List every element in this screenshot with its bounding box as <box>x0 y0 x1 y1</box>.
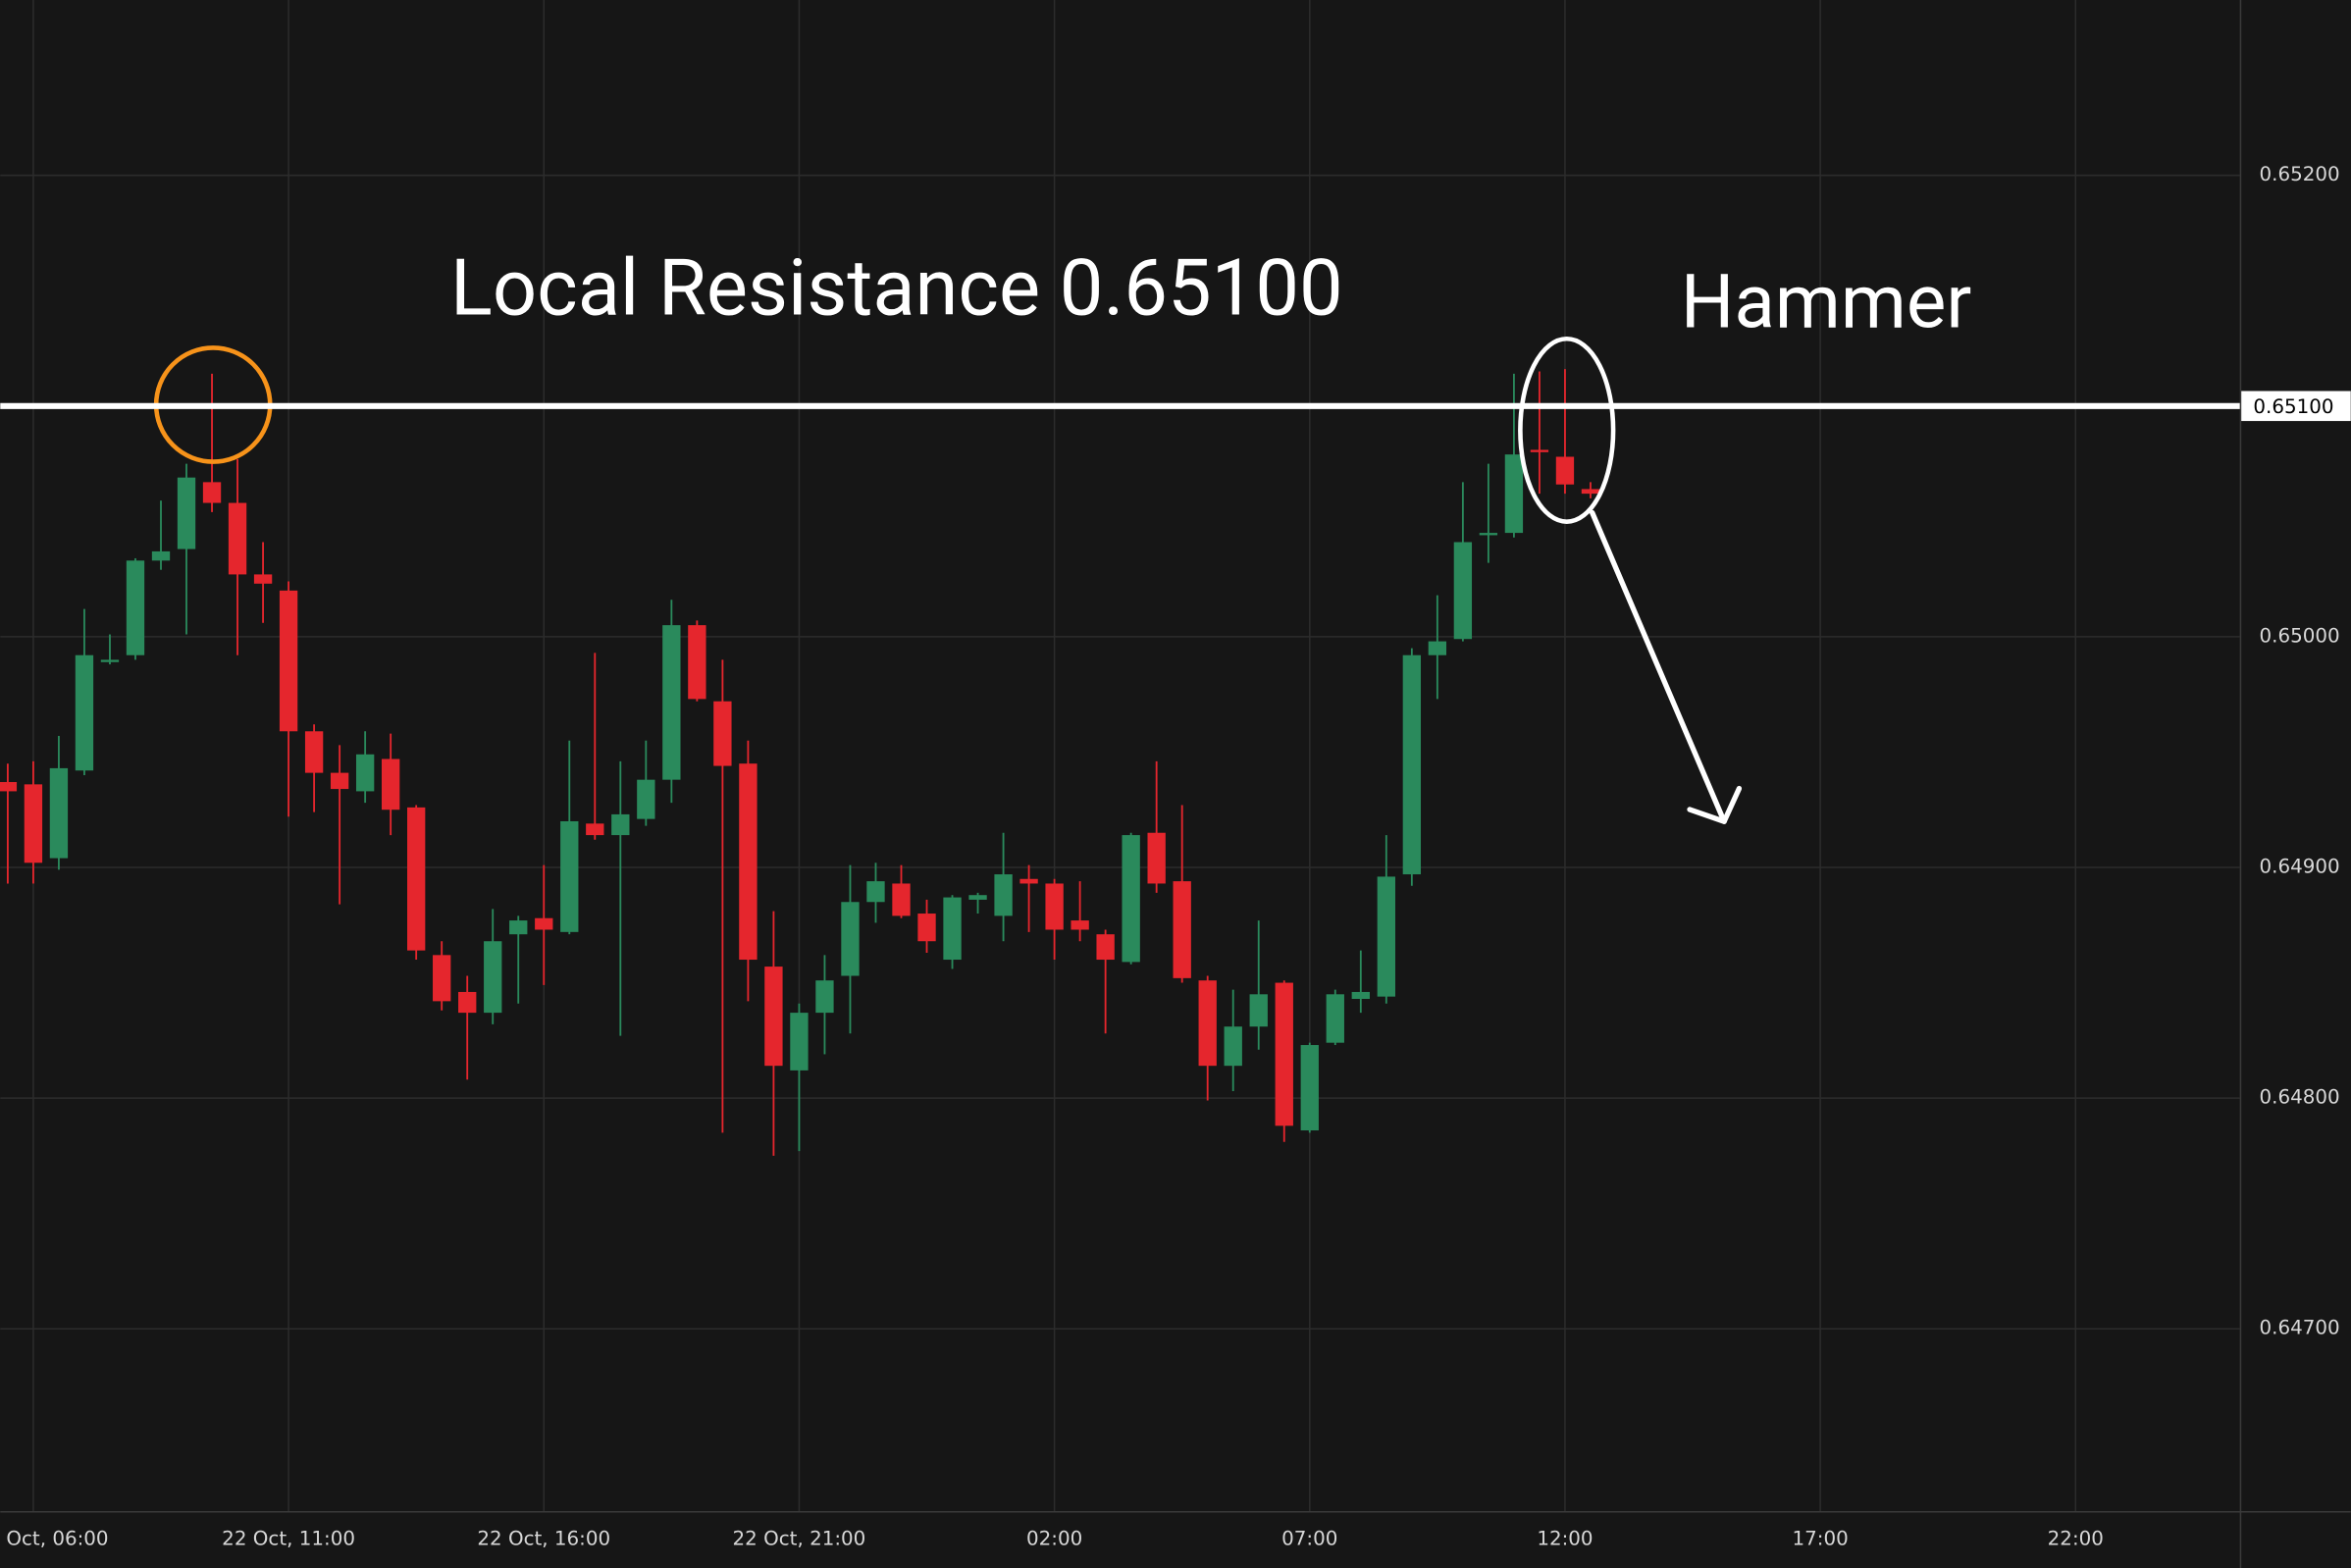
y-tick-label: 0.64900 <box>2260 855 2340 877</box>
x-tick-label: Oct, 06:00 <box>6 1527 108 1549</box>
candle-body <box>662 625 681 780</box>
x-tick-label: 12:00 <box>1537 1527 1593 1549</box>
candle-body <box>381 758 400 810</box>
candle-body <box>535 917 553 930</box>
candle-body <box>1045 883 1064 930</box>
candle-body <box>1249 994 1268 1027</box>
highlight-ellipse <box>1518 336 1616 524</box>
candle-body <box>228 502 247 575</box>
x-tick-label: 02:00 <box>1026 1527 1082 1549</box>
candle-body <box>1071 920 1089 930</box>
candle-body <box>253 574 273 584</box>
candle-body <box>790 1013 809 1071</box>
candle-body <box>1326 994 1344 1043</box>
candle-body <box>202 482 222 503</box>
candle-body <box>1428 641 1447 655</box>
candle-body <box>1504 454 1524 534</box>
x-tick-label: 22 Oct, 11:00 <box>222 1527 355 1549</box>
arrow-head <box>1687 785 1743 824</box>
axes: 0.64700 0.64800 0.64900 0.65000 0.65100 0.652… <box>6 163 2351 1549</box>
candle-body <box>739 763 758 961</box>
price-label: 0.65100 <box>2253 395 2333 418</box>
candle-body <box>126 560 145 655</box>
y-tick-label: 0.64800 <box>2260 1086 2340 1109</box>
candle-body <box>1147 832 1166 884</box>
annotation: Hammer <box>1681 257 1971 345</box>
candle-body <box>1530 449 1549 452</box>
candle-body <box>688 625 706 700</box>
candle-body <box>1453 542 1473 640</box>
annotation: Local Resistance 0.65100 <box>450 242 1343 334</box>
candle-body <box>1351 991 1370 1000</box>
x-tick-label: 22:00 <box>2048 1527 2104 1549</box>
candle-body <box>484 941 502 1014</box>
candle-body <box>1300 1045 1319 1131</box>
candle-body <box>1479 533 1498 536</box>
candle-body <box>433 955 451 1002</box>
candle-body <box>1377 876 1395 997</box>
candles <box>0 369 1600 1156</box>
candle-body <box>100 659 120 662</box>
overlay: Local Resistance 0.65100 Hammer <box>0 242 2240 824</box>
candle-body <box>968 895 987 900</box>
x-tick-label: 07:00 <box>1281 1527 1337 1549</box>
candle-body <box>24 784 43 863</box>
candle-body <box>841 902 860 976</box>
candle-body <box>279 590 298 732</box>
candle-body <box>1173 881 1191 978</box>
candle-body <box>1224 1026 1242 1067</box>
candle-body <box>304 731 324 773</box>
candle-body <box>892 883 911 916</box>
candle-body <box>1581 489 1600 495</box>
candle-body <box>1402 654 1422 875</box>
candle-body <box>866 881 885 903</box>
candle-body <box>1096 934 1115 961</box>
candle-body <box>943 897 962 961</box>
x-tick-label: 17:00 <box>1793 1527 1849 1549</box>
candle-body <box>355 754 375 792</box>
candle-body <box>151 550 171 561</box>
candle-body <box>1019 878 1038 884</box>
candle-body <box>764 967 783 1067</box>
y-tick-label: 0.65000 <box>2260 624 2340 647</box>
arrow-shaft <box>1590 509 1727 824</box>
candle-body <box>560 820 579 932</box>
candle-body <box>815 980 834 1014</box>
candle-body <box>1275 982 1293 1126</box>
candle-body <box>586 823 604 836</box>
candle-body <box>917 914 936 942</box>
x-tick-label: 22 Oct, 16:00 <box>477 1527 610 1549</box>
candle-body <box>637 779 655 819</box>
x-tick-label: 22 Oct, 21:00 <box>733 1527 866 1549</box>
candle-body <box>509 920 528 935</box>
candle-body <box>1198 980 1217 1067</box>
candle-body <box>75 654 94 771</box>
price-label-box <box>2241 391 2351 422</box>
y-tick-label: 0.65200 <box>2260 163 2340 185</box>
candle-body <box>49 767 69 859</box>
candle-body <box>994 874 1013 916</box>
candle-body <box>611 813 630 836</box>
candle-body <box>0 782 18 792</box>
candle-body <box>407 807 426 951</box>
candle-body <box>713 701 732 766</box>
candle-body <box>177 477 196 549</box>
candle-body <box>1122 835 1140 963</box>
candle-body <box>458 991 477 1014</box>
y-tick-label: 0.64700 <box>2260 1317 2340 1339</box>
candle-body <box>330 772 349 790</box>
candle-body <box>1555 456 1575 485</box>
